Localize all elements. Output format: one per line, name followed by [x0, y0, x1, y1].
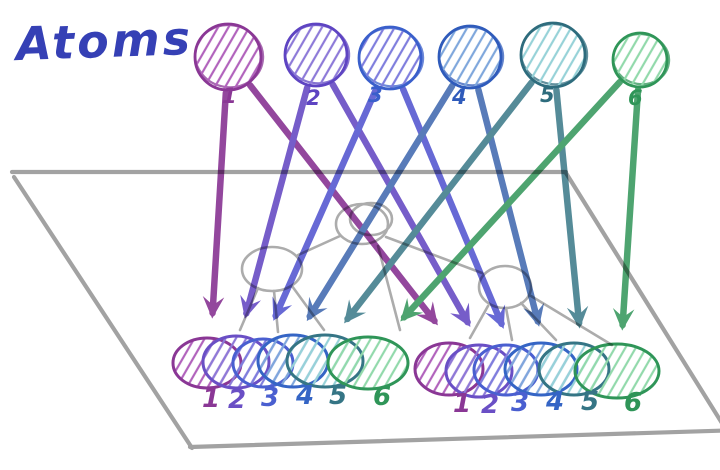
- ghost-sketch: [238, 201, 614, 347]
- arrow-atom-2-to-left: [240, 84, 311, 319]
- slot-label-right-4: 4: [545, 387, 564, 417]
- atom-row: 1 2 3 4 5 6: [193, 21, 671, 110]
- arrow-atom-3-to-right: [399, 86, 506, 329]
- slot-label-left-2: 2: [228, 385, 246, 415]
- atom-label-1: 1: [222, 84, 237, 108]
- ghost-line: [384, 235, 484, 275]
- slot-label-right-5: 5: [581, 387, 599, 417]
- slot-label-left-5: 5: [329, 381, 347, 411]
- arrow-atom-4-to-left: [306, 82, 456, 322]
- slot-ellipse-left-6: [326, 335, 410, 391]
- slot-label-right-6: 6: [624, 388, 642, 418]
- atom-circle-1: [193, 22, 263, 92]
- atom-label-3: 3: [368, 83, 383, 107]
- ghost-line: [529, 294, 614, 347]
- slot-label-left-3: 3: [261, 383, 279, 413]
- atom-circle-2: [283, 22, 349, 88]
- slot-label-right-3: 3: [511, 388, 529, 418]
- arrow-atom-5-to-right: [553, 86, 589, 329]
- plane-outline: [9, 169, 720, 451]
- arrow-atom-6-to-left: [400, 78, 623, 322]
- plane-edge-2: [187, 428, 720, 450]
- slot-groups: [171, 333, 661, 400]
- arrow-atom-3-to-left: [272, 85, 380, 321]
- atom-label-6: 6: [628, 86, 643, 110]
- atom-label-5: 5: [540, 83, 555, 107]
- atom-circle-6: [611, 31, 669, 89]
- arrow-atom-2-to-right: [329, 81, 471, 328]
- slot-label-left-4: 4: [295, 381, 314, 411]
- arrow-atom-5-to-left: [344, 79, 535, 324]
- ghost-circle: [240, 245, 304, 293]
- atom-label-4: 4: [451, 85, 467, 109]
- atom-label-2: 2: [306, 86, 321, 110]
- arrow-atom-1-to-right: [246, 82, 438, 326]
- mapping-arrows: [202, 78, 642, 331]
- ghost-line: [504, 306, 514, 342]
- atom-circle-3: [357, 25, 423, 91]
- page-title: Atoms: [15, 10, 194, 72]
- arrow-atom-6-to-right: [612, 86, 642, 331]
- plane-edge-3: [563, 170, 720, 424]
- ghost-line: [468, 304, 490, 340]
- slot-label-left-6: 6: [373, 382, 391, 412]
- slot-label-right-1: 1: [453, 389, 471, 419]
- ghost-line: [290, 284, 326, 332]
- slot-label-right-2: 2: [481, 390, 499, 420]
- slot-label-left-1: 1: [202, 384, 220, 414]
- plane-edge-1: [11, 174, 195, 451]
- ghost-line: [376, 244, 402, 332]
- atom-circle-4: [437, 24, 503, 90]
- atom-circle-5: [519, 21, 587, 89]
- slot-ellipse-right-6: [573, 342, 661, 400]
- arrow-atom-1-to-left: [202, 89, 230, 319]
